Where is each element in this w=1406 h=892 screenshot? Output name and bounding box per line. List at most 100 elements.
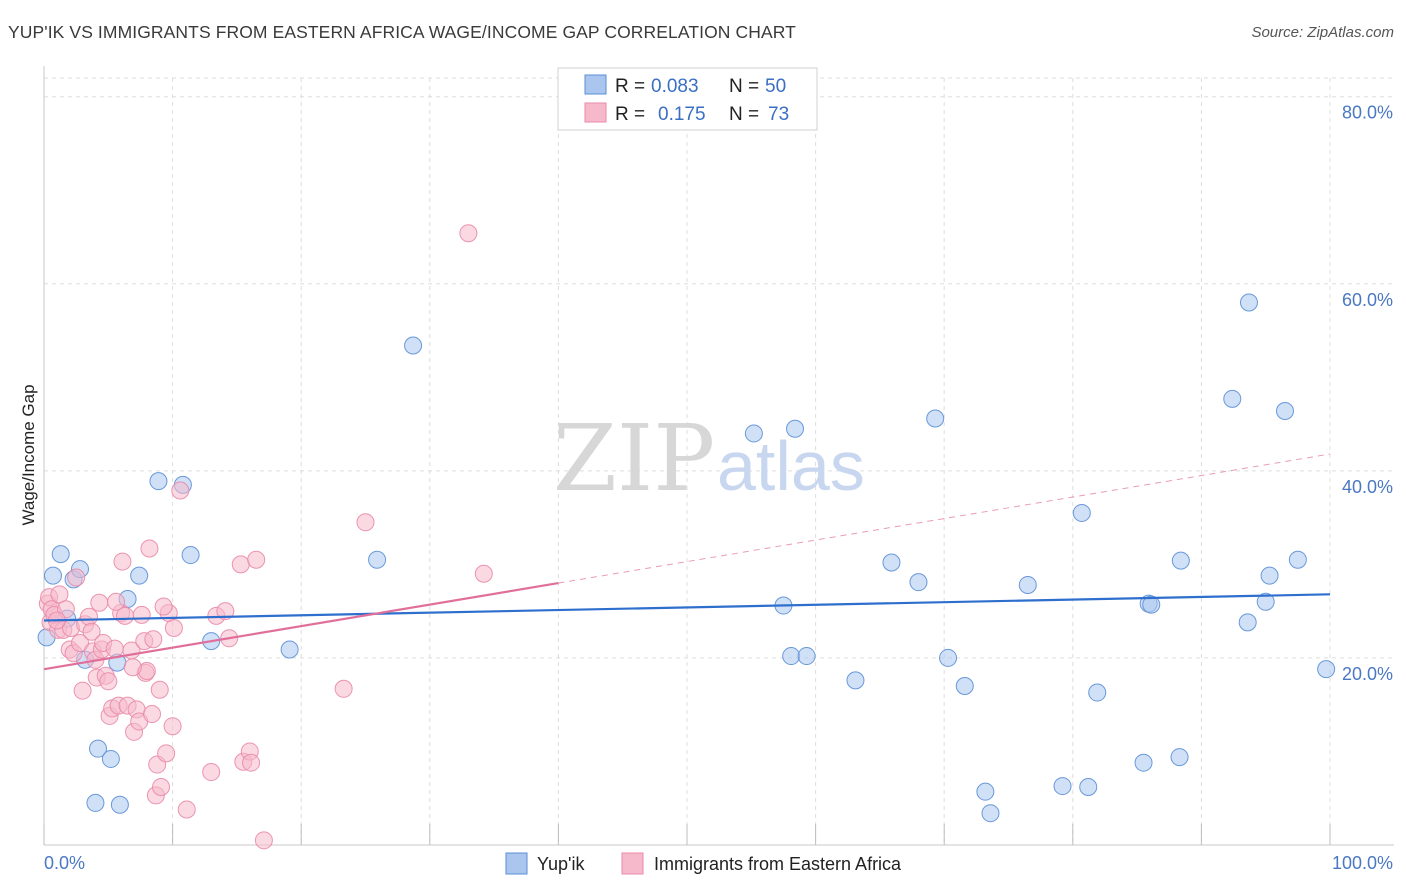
legend-swatch-pink [584, 102, 607, 123]
data-points [37, 224, 1336, 850]
yupik-point [51, 545, 70, 564]
yupik-point [1018, 575, 1037, 594]
legend-n-value: 73 [768, 104, 789, 125]
yupik-point [882, 553, 901, 572]
trend-lines [43, 453, 1331, 671]
eastern-africa-point [164, 618, 183, 637]
eastern-africa-point [152, 778, 171, 797]
yupik-point [797, 647, 816, 666]
yupik-point [1171, 551, 1190, 570]
yupik-point [149, 472, 168, 491]
eastern-africa-point [80, 607, 99, 626]
yupik-point [181, 546, 200, 565]
eastern-africa-point [171, 481, 190, 500]
eastern-africa-point [107, 592, 126, 611]
y-tick-label: 80.0% [1342, 103, 1393, 123]
eastern-africa-point [50, 585, 69, 604]
tick-labels: 20.0% 40.0% 60.0% 80.0% 0.0% 100.0% [44, 103, 1393, 873]
legend-r-label: R = [615, 104, 645, 125]
eastern-africa-point [105, 639, 124, 658]
yupik-point [744, 424, 763, 443]
yupik-point [1170, 748, 1189, 767]
yupik-point [786, 419, 805, 438]
eastern-africa-point [163, 717, 182, 736]
eastern-africa-point [356, 513, 375, 532]
eastern-africa-point [90, 593, 109, 612]
yupik-point [44, 566, 63, 585]
eastern-africa-point [140, 539, 159, 558]
yupik-point [926, 409, 945, 428]
legend-label-eastern-africa: Immigrants from Eastern Africa [654, 854, 902, 874]
yupik-point [981, 804, 1000, 823]
stats-legend: R = 0.083 N = 50 R = 0.175 N = 73 [557, 67, 818, 131]
source-credit: Source: ZipAtlas.com [1251, 24, 1394, 41]
legend-swatch-yupik [505, 852, 528, 875]
yupik-point [101, 749, 120, 768]
legend-label-yupik: Yup'ik [537, 854, 585, 874]
yupik-point [1134, 753, 1153, 772]
legend-r-value: 0.083 [651, 76, 699, 97]
eastern-africa-point [242, 753, 261, 772]
watermark-atlas: atlas [717, 427, 865, 505]
eastern-africa-point [334, 679, 353, 698]
eastern-africa-point [144, 630, 163, 649]
eastern-africa-point [99, 672, 118, 691]
eastern-africa-point [143, 705, 162, 724]
eastern-africa-point [123, 658, 142, 677]
watermark-zip: ZIP [553, 405, 715, 512]
yupik-trend-line [43, 593, 1331, 622]
watermark: ZIP atlas [553, 405, 865, 512]
y-tick-label: 40.0% [1342, 477, 1393, 497]
eastern-africa-point [216, 602, 235, 621]
yupik-point [1288, 550, 1307, 569]
yupik-point [782, 647, 801, 666]
yupik-point [976, 782, 995, 801]
eastern-africa-trend-extension [558, 453, 1331, 584]
yupik-point [1238, 613, 1257, 632]
yupik-point [939, 648, 958, 667]
eastern-africa-point [71, 633, 90, 652]
yupik-point [368, 550, 387, 569]
y-tick-label: 20.0% [1342, 664, 1393, 684]
eastern-africa-point [177, 800, 196, 819]
yupik-point [1239, 293, 1258, 312]
eastern-africa-point [202, 763, 221, 782]
legend-swatch-eastern-africa [621, 852, 644, 875]
legend-r-label: R = [615, 76, 645, 97]
yupik-point [1053, 777, 1072, 796]
yupik-point [1072, 503, 1091, 522]
yupik-point [280, 640, 299, 659]
eastern-africa-point [67, 568, 86, 587]
yupik-point [130, 566, 149, 585]
x-tick-label: 0.0% [44, 853, 85, 873]
yupik-point [1317, 660, 1336, 679]
eastern-africa-point [459, 224, 478, 243]
chart-title: YUP'IK VS IMMIGRANTS FROM EASTERN AFRICA… [8, 22, 796, 42]
yupik-point [955, 676, 974, 695]
yupik-point [110, 795, 129, 814]
yupik-point [1223, 389, 1242, 408]
eastern-africa-point [254, 831, 273, 850]
yupik-point [1088, 683, 1107, 702]
yupik-point [1256, 592, 1275, 611]
eastern-africa-point [154, 597, 173, 616]
yupik-point [1079, 778, 1098, 797]
y-axis-label: Wage/Income Gap [19, 384, 38, 525]
eastern-africa-point [132, 605, 151, 624]
yupik-point [1275, 401, 1294, 420]
yupik-point [909, 573, 928, 592]
eastern-africa-point [474, 564, 493, 583]
yupik-point [1142, 595, 1161, 614]
yupik-point [1260, 566, 1279, 585]
x-tick-label: 100.0% [1332, 853, 1393, 873]
yupik-point [86, 793, 105, 812]
y-tick-label: 60.0% [1342, 290, 1393, 310]
legend-n-value: 50 [765, 76, 786, 97]
eastern-africa-point [73, 681, 92, 700]
eastern-africa-point [150, 680, 169, 699]
eastern-africa-point [82, 622, 101, 641]
legend-r-value: 0.175 [658, 104, 706, 125]
eastern-africa-trend-line [43, 582, 559, 671]
eastern-africa-point [231, 555, 250, 574]
